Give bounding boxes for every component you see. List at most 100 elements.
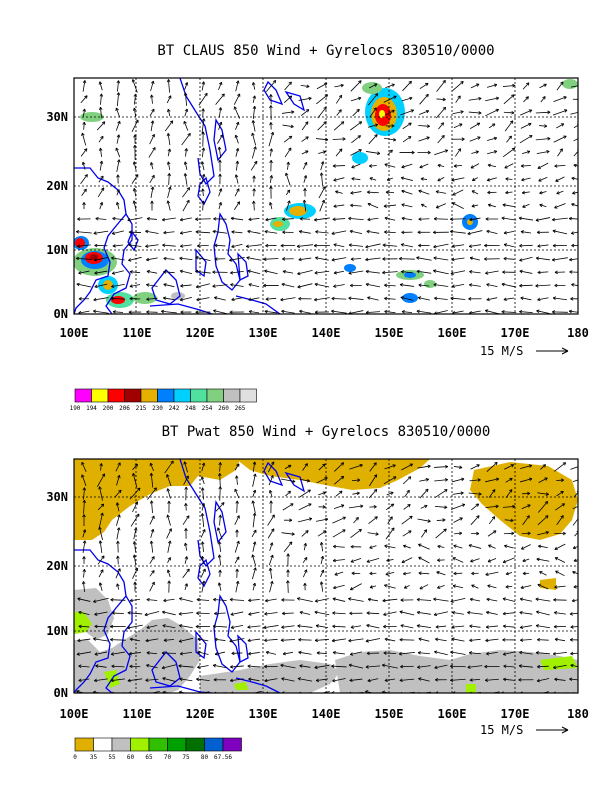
wind-arrow — [536, 230, 549, 235]
wind-arrow — [200, 568, 206, 579]
wind-arrow — [235, 500, 239, 513]
reference-vector-label: 15 M/S — [480, 723, 523, 737]
wind-arrow — [166, 569, 171, 578]
wind-arrow — [553, 598, 567, 602]
wind-arrow — [265, 79, 277, 92]
wind-arrow — [537, 530, 549, 536]
wind-arrow — [535, 597, 551, 602]
wind-arrow — [316, 477, 328, 484]
wind-arrow — [486, 297, 498, 302]
wind-arrow — [537, 297, 549, 302]
wind-arrow — [81, 474, 87, 486]
wind-arrow — [166, 474, 172, 487]
wind-arrow — [315, 256, 329, 261]
wind-arrow — [437, 177, 445, 182]
wind-arrow — [163, 638, 175, 642]
wind-arrow — [251, 567, 257, 580]
wind-arrow — [403, 584, 410, 589]
wind-arrow — [296, 244, 313, 249]
wind-arrow — [99, 463, 103, 471]
wind-arrow — [537, 515, 549, 526]
wind-arrow — [451, 610, 464, 615]
wind-arrow — [488, 544, 496, 549]
wind-arrow — [265, 217, 277, 222]
wind-arrow — [552, 310, 568, 314]
wind-arrow — [334, 83, 344, 88]
wind-arrow — [383, 611, 397, 616]
wind-arrow — [520, 544, 531, 550]
wind-arrow — [302, 161, 308, 170]
wind-arrow — [332, 516, 346, 524]
wind-arrow — [521, 150, 531, 155]
wind-arrow — [217, 527, 223, 540]
wind-arrow — [245, 244, 262, 248]
wind-arrow — [94, 243, 108, 248]
wind-arrow — [368, 123, 379, 128]
wind-arrow — [235, 475, 239, 485]
wind-arrow — [213, 309, 227, 314]
wind-arrow — [554, 637, 566, 642]
wind-arrow — [419, 93, 429, 105]
panel-title: BT Pwat 850 Wind + Gyrelocs 830510/0000 — [162, 424, 491, 440]
wind-arrow — [218, 514, 223, 526]
wind-arrow — [400, 598, 414, 602]
wind-arrow — [417, 518, 431, 523]
lon-tick-label: 120E — [186, 326, 215, 340]
wind-arrow — [251, 529, 257, 538]
wind-arrow — [252, 541, 257, 552]
wind-arrow — [535, 217, 551, 222]
wind-arrow — [267, 461, 275, 473]
wind-arrow — [350, 583, 362, 591]
wind-arrow — [182, 187, 191, 198]
wind-arrow — [200, 529, 206, 538]
wind-arrow — [183, 92, 188, 106]
wind-arrow — [269, 202, 273, 210]
colorbar-swatch — [222, 737, 242, 752]
wind-arrow — [281, 282, 295, 288]
wind-arrow — [401, 557, 413, 564]
wind-arrow — [132, 554, 137, 566]
wind-arrow — [333, 475, 345, 485]
wind-arrow — [314, 598, 329, 603]
wind-arrow — [115, 568, 121, 579]
wind-arrow — [573, 585, 578, 589]
wind-arrow — [301, 530, 309, 537]
wind-arrow — [437, 163, 445, 168]
colorbar-swatch — [223, 388, 241, 403]
wind-arrow — [298, 650, 312, 655]
wind-arrow — [504, 163, 514, 169]
wind-arrow — [235, 160, 240, 171]
wind-arrow — [469, 624, 481, 628]
wind-arrow — [97, 555, 105, 565]
wind-arrow — [78, 624, 90, 629]
wind-arrow — [469, 638, 481, 643]
wind-arrow — [485, 638, 499, 643]
wind-arrow — [282, 503, 294, 511]
wind-arrow — [200, 513, 205, 528]
wind-arrow — [399, 610, 415, 616]
wind-arrow — [247, 690, 262, 693]
wind-arrow — [297, 283, 313, 289]
colorbar-swatch — [190, 388, 208, 403]
wind-arrow — [554, 585, 566, 589]
wind-arrow — [267, 514, 275, 526]
wind-arrow — [280, 478, 296, 483]
wind-arrow — [554, 677, 566, 682]
wind-arrow — [418, 136, 430, 142]
wind-arrow — [469, 597, 481, 602]
wind-arrow — [128, 243, 142, 247]
wind-arrow — [82, 108, 86, 117]
wind-arrow — [486, 283, 498, 288]
wind-arrow — [468, 492, 482, 496]
wind-arrow — [218, 159, 222, 172]
wind-arrow — [146, 269, 158, 274]
wind-arrow — [485, 477, 500, 483]
latitude-labels: 0N 10N 20N 30N — [46, 490, 68, 700]
wind-arrow — [184, 148, 188, 157]
wind-arrow — [297, 269, 313, 276]
wind-arrow — [115, 462, 121, 472]
wind-arrow — [269, 580, 274, 593]
wind-arrow — [282, 611, 294, 616]
colorbar-label: 194 — [86, 405, 97, 412]
